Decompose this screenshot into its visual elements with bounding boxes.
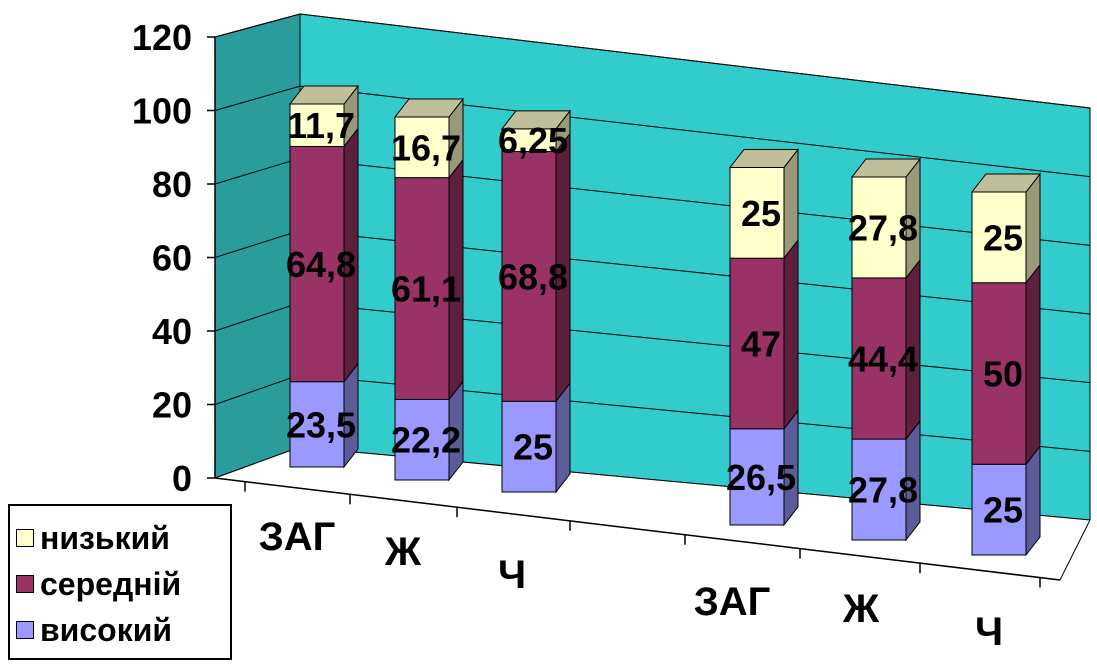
legend-label-medium: середній — [40, 565, 182, 602]
bar-top — [288, 85, 360, 105]
data-label: 25 — [741, 193, 781, 234]
bar-segment-front — [851, 176, 907, 279]
legend-swatch-medium — [16, 575, 34, 593]
bar-segment-front — [289, 103, 345, 147]
legend-item-low: низький — [16, 518, 170, 558]
data-label: 50 — [983, 354, 1023, 395]
bar-segment-side — [1025, 172, 1041, 285]
bar-segment-front — [394, 177, 450, 400]
legend-label-low: низький — [40, 519, 170, 556]
bar-segment-front — [729, 166, 785, 259]
data-label: 22,2 — [391, 420, 461, 461]
bar-top — [393, 98, 465, 118]
bar-top — [850, 158, 922, 178]
data-label: 16,7 — [391, 127, 461, 168]
category-label: Ч — [975, 610, 1003, 654]
gridline — [214, 85, 1091, 178]
data-label: 27,8 — [848, 207, 918, 248]
data-label: 25 — [513, 427, 553, 468]
data-label: 61,1 — [391, 269, 461, 310]
y-tick-label: 120 — [132, 17, 192, 58]
bar-segment-side — [783, 147, 799, 260]
data-label: 6,25 — [498, 120, 568, 161]
data-labels: 23,5 64,8 11,7 22,2 61,1 16,7 25 68,8 6,25 26,5 47… — [286, 105, 1023, 530]
data-label: 44,4 — [848, 339, 918, 380]
data-label: 25 — [983, 217, 1023, 258]
data-label: 68,8 — [498, 256, 568, 297]
bar-segment-front — [501, 400, 557, 493]
x-axis — [214, 477, 1061, 581]
data-label: 47 — [741, 324, 781, 365]
category-labels: ЗАГ Ж Ч ЗАГ Ж Ч — [259, 515, 1003, 654]
bar-segment-front — [501, 151, 557, 402]
bar-segment-front — [289, 381, 345, 468]
bar-segment-front — [729, 257, 785, 430]
bar-segment-front — [971, 282, 1027, 465]
legend: низький середній високий — [8, 504, 232, 660]
gridline — [214, 13, 1091, 109]
bar-segment-side — [555, 381, 571, 494]
y-tick-label: 60 — [152, 238, 192, 279]
y-tick-label: 40 — [152, 311, 192, 352]
data-label: 27,8 — [848, 470, 918, 511]
x-axis-ticks — [244, 481, 1041, 588]
data-label: 25 — [983, 490, 1023, 531]
category-label: Ж — [384, 530, 422, 574]
legend-swatch-low — [16, 529, 34, 547]
bar-segment-front — [289, 145, 345, 383]
category-label: Ч — [498, 553, 526, 597]
bar-top — [970, 173, 1042, 193]
y-tick-label: 20 — [152, 385, 192, 426]
category-label: ЗАГ — [259, 515, 336, 559]
bars — [288, 84, 1042, 557]
bar-segment-front — [394, 398, 450, 481]
data-label: 23,5 — [286, 404, 356, 445]
bar-segment-side — [1025, 444, 1041, 557]
bar-segment-side — [1025, 263, 1041, 466]
data-label: 26,5 — [726, 457, 796, 498]
data-label: 11,7 — [287, 105, 355, 146]
legend-label-high: високий — [40, 611, 173, 648]
legend-swatch-high — [16, 621, 34, 639]
y-tick-label: 80 — [152, 164, 192, 205]
bar-segment-front — [971, 463, 1027, 556]
legend-item-high: високий — [16, 610, 172, 650]
bar-top — [728, 148, 800, 168]
category-label: ЗАГ — [694, 580, 771, 624]
bar-segment-front — [394, 116, 450, 179]
bar-top — [500, 110, 572, 130]
y-tick-label: 100 — [132, 91, 192, 132]
data-label: 64,8 — [286, 244, 356, 285]
category-label: Ж — [842, 587, 880, 631]
y-axis-ticks: 0 20 40 60 80 100 120 — [132, 17, 215, 499]
y-tick-label: 0 — [172, 458, 192, 499]
legend-item-medium: середній — [16, 564, 181, 604]
bar-segment-front — [851, 277, 907, 440]
bar-segment-side — [783, 238, 799, 431]
